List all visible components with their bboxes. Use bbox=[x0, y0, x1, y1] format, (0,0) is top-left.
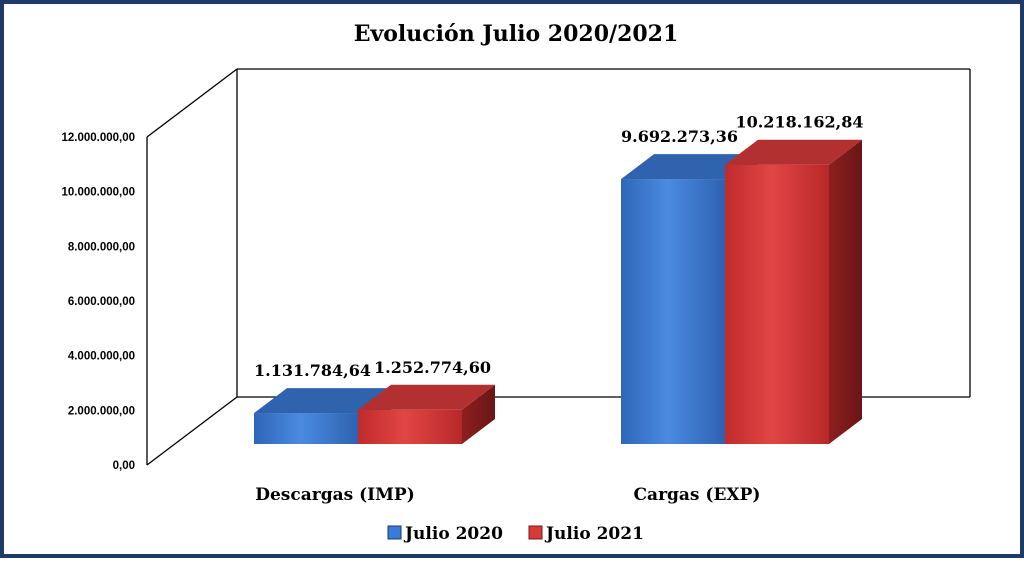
bar-front bbox=[254, 413, 358, 444]
bar-top bbox=[725, 139, 862, 165]
legend-swatch-series-1 bbox=[528, 525, 543, 540]
data-label: 9.692.273,36 bbox=[621, 127, 738, 146]
bar bbox=[254, 388, 391, 444]
y-tick-label: 12.000.000,00 bbox=[61, 132, 135, 144]
y-tick-label: 0,00 bbox=[113, 460, 135, 472]
y-tick-label: 4.000.000,00 bbox=[68, 351, 135, 363]
bar-top bbox=[254, 388, 391, 414]
y-axis-ticks: 0,00 2.000.000,00 4.000.000,00 6.000.000,00… bbox=[61, 132, 135, 472]
bar-front bbox=[725, 164, 829, 444]
category-label: Descargas (IMP) bbox=[255, 485, 414, 505]
y-tick-label: 8.000.000,00 bbox=[68, 241, 135, 253]
bar-side bbox=[462, 384, 495, 444]
bar-top bbox=[621, 154, 758, 180]
data-label: 10.218.162,84 bbox=[735, 113, 863, 132]
bar-front bbox=[621, 179, 725, 444]
bar bbox=[358, 384, 495, 444]
chart-title: Evolución Julio 2020/2021 bbox=[354, 21, 679, 47]
side-wall-bottom bbox=[146, 396, 238, 466]
y-tick-label: 2.000.000,00 bbox=[68, 405, 135, 417]
legend-label-series-1: Julio 2021 bbox=[544, 524, 644, 544]
chart-svg: Evolución Julio 2020/2021 0,00 2.000.000,… bbox=[61, 21, 971, 544]
category-labels: Descargas (IMP) Cargas (EXP) bbox=[255, 485, 760, 505]
category-label: Cargas (EXP) bbox=[634, 485, 761, 505]
bar-top bbox=[358, 384, 495, 410]
bar-front bbox=[358, 409, 462, 444]
y-tick-label: 10.000.000,00 bbox=[61, 187, 135, 199]
data-label: 1.252.774,60 bbox=[374, 358, 491, 377]
side-wall-top bbox=[146, 68, 238, 138]
legend-swatch-series-0 bbox=[387, 525, 402, 540]
bar bbox=[725, 139, 862, 444]
legend: Julio 2020 Julio 2021 bbox=[387, 524, 644, 544]
data-labels: 1.131.784,64 1.252.774,60 9.692.273,3610.2… bbox=[254, 113, 863, 380]
y-tick-label: 6.000.000,00 bbox=[68, 296, 135, 308]
bar-side bbox=[829, 139, 862, 444]
legend-label-series-0: Julio 2020 bbox=[403, 524, 503, 544]
bars bbox=[254, 139, 862, 444]
data-label: 1.131.784,64 bbox=[254, 361, 371, 380]
